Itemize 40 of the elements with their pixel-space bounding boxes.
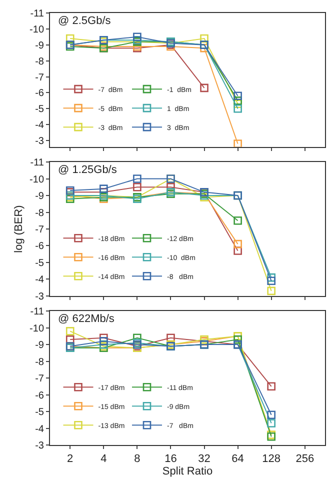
chart-title: @ 1.25Gb/s <box>58 164 118 176</box>
y-tick-label: -5 <box>35 258 44 269</box>
y-tick-label: -6 <box>35 88 44 100</box>
y-tick-label: -3 <box>35 291 44 302</box>
y-tick-label: -3 <box>35 440 44 452</box>
y-tick-label: -4 <box>35 424 44 435</box>
x-tick-label: 16 <box>164 453 177 466</box>
x-tick-label: 256 <box>296 453 314 466</box>
y-tick-label: -5 <box>35 104 44 116</box>
y-tick-label: -10 <box>30 24 44 36</box>
y-tick-label: -11 <box>30 306 44 318</box>
x-tick-label: 128 <box>262 453 281 466</box>
chart-title: @ 2.5Gb/s <box>58 15 112 27</box>
x-tick-label: 32 <box>198 453 210 466</box>
y-tick-label: -10 <box>30 174 44 186</box>
y-tick-label: -7 <box>35 374 44 385</box>
y-tick-label: -6 <box>35 390 44 402</box>
y-tick-label: -8 <box>35 356 44 368</box>
x-tick-label: 4 <box>100 453 107 466</box>
y-tick-label: -5 <box>35 407 44 418</box>
y-tick-label: -11 <box>30 158 44 169</box>
x-tick-label: 2 <box>67 453 74 466</box>
y-tick-label: -4 <box>35 274 44 286</box>
y-tick-label: -9 <box>35 340 44 352</box>
y-tick-label: -7 <box>35 224 44 236</box>
y-tick-label: -8 <box>35 208 44 219</box>
y-tick-label: -4 <box>35 120 44 132</box>
x-tick-label: 8 <box>134 453 140 466</box>
y-tick-label: -10 <box>30 323 44 334</box>
y-tick-label: -9 <box>35 191 44 202</box>
y-tick-label: -8 <box>35 56 44 68</box>
x-tick-label: 64 <box>232 453 244 466</box>
x-axis-title: Split Ratio <box>162 465 213 478</box>
y-tick-label: -7 <box>35 72 44 84</box>
y-tick-label: -9 <box>35 40 44 52</box>
y-tick-label: -6 <box>35 241 44 252</box>
y-tick-label: -11 <box>30 8 44 20</box>
y-tick-label: -3 <box>35 136 44 148</box>
chart-title: @ 622Mb/s <box>58 313 115 325</box>
y-axis-title: log (BER) <box>13 205 26 253</box>
